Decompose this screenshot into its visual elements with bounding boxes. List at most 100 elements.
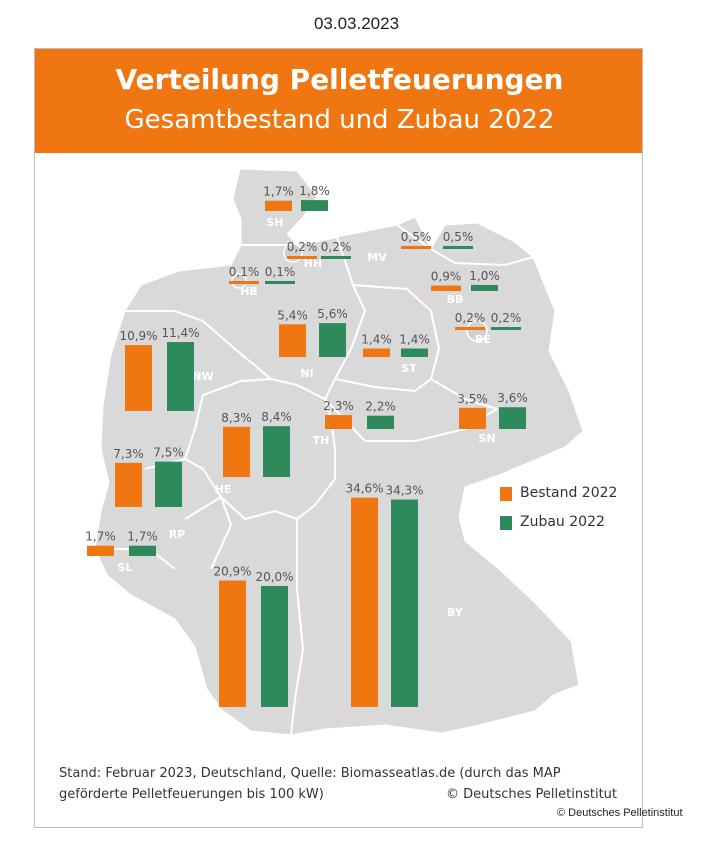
value-label-mv-zubau: 0,5% bbox=[443, 230, 474, 244]
value-label-st-bestand: 1,4% bbox=[361, 333, 392, 347]
border-rp-bw bbox=[184, 495, 233, 570]
value-label-hh-bestand: 0,2% bbox=[287, 240, 318, 254]
state-label-he: HE bbox=[215, 483, 232, 496]
bar-hb-bestand bbox=[229, 281, 259, 284]
infographic-card: Verteilung Pelletfeuerungen Gesamtbestan… bbox=[34, 48, 643, 828]
bar-th-zubau bbox=[367, 415, 394, 429]
bar-hh-zubau bbox=[321, 256, 351, 259]
bar-rp-zubau bbox=[155, 461, 182, 507]
state-label-th: TH bbox=[313, 434, 330, 447]
bar-ni-bestand bbox=[279, 324, 306, 357]
value-label-sn-zubau: 3,6% bbox=[497, 391, 528, 405]
title-banner: Verteilung Pelletfeuerungen Gesamtbestan… bbox=[35, 49, 642, 153]
bar-sl-zubau bbox=[129, 545, 156, 556]
bar-bw-bestand bbox=[219, 580, 246, 707]
value-label-sl-zubau: 1,7% bbox=[127, 530, 158, 544]
value-label-by-bestand: 34,6% bbox=[345, 482, 383, 496]
bar-th-bestand bbox=[325, 415, 352, 429]
footer-copyright: © Deutsches Pelletinstitut bbox=[446, 787, 617, 802]
value-label-bb-zubau: 1,0% bbox=[469, 269, 500, 283]
state-label-hh: HH bbox=[304, 257, 322, 270]
bar-be-bestand bbox=[455, 327, 485, 330]
bar-hb-zubau bbox=[265, 281, 295, 284]
date-label: 03.03.2023 bbox=[313, 14, 400, 33]
value-label-sh-bestand: 1,7% bbox=[263, 185, 294, 199]
state-labels: SH HH MV HB BB BE NI ST NW HE TH SN RP SL BW BY bbox=[118, 216, 496, 658]
value-label-nw-bestand: 10,9% bbox=[119, 329, 157, 343]
value-label-nw-zubau: 11,4% bbox=[161, 326, 199, 340]
legend-swatch-zubau bbox=[500, 516, 512, 530]
border-sh-ni bbox=[241, 236, 338, 246]
bar-he-zubau bbox=[263, 426, 290, 477]
bar-nw-bestand bbox=[125, 345, 152, 411]
value-label-hh-zubau: 0,2% bbox=[321, 240, 352, 254]
bar-sn-zubau bbox=[499, 407, 526, 429]
footer-note: Stand: Februar 2023, Deutschland, Quelle… bbox=[59, 763, 629, 805]
state-label-mv: MV bbox=[367, 251, 387, 264]
image-credit: © Deutsches Pelletinstitut bbox=[557, 807, 683, 819]
value-label-mv-bestand: 0,5% bbox=[401, 230, 432, 244]
value-label-th-bestand: 2,3% bbox=[323, 399, 354, 413]
bar-ni-zubau bbox=[319, 323, 346, 357]
legend-swatch-bestand bbox=[500, 487, 512, 501]
border-ni-st bbox=[334, 236, 367, 380]
bar-by-bestand bbox=[351, 497, 378, 707]
state-label-be: BE bbox=[475, 333, 491, 346]
bar-be-zubau bbox=[491, 327, 521, 330]
bar-bb-bestand bbox=[431, 285, 461, 291]
border-he-th bbox=[202, 377, 336, 401]
value-label-be-bestand: 0,2% bbox=[455, 311, 486, 325]
chart-bars bbox=[87, 200, 526, 707]
footer-line-2: geförderte Pelletfeuerungen bis 100 kW) bbox=[59, 787, 324, 802]
value-label-be-zubau: 0,2% bbox=[491, 311, 522, 325]
value-label-ni-zubau: 5,6% bbox=[317, 307, 348, 321]
bar-st-zubau bbox=[401, 348, 428, 357]
value-label-rp-zubau: 7,5% bbox=[153, 446, 184, 460]
state-label-hb: HB bbox=[240, 285, 258, 298]
border-mv-bb bbox=[396, 224, 534, 267]
state-label-nw: NW bbox=[192, 370, 213, 383]
footer-line-1: Stand: Februar 2023, Deutschland, Quelle… bbox=[59, 766, 561, 781]
state-label-bw: BW bbox=[169, 645, 189, 658]
border-st-bb bbox=[352, 284, 441, 380]
state-label-st: ST bbox=[401, 362, 417, 375]
value-label-bw-bestand: 20,9% bbox=[213, 565, 251, 579]
state-label-ni: NI bbox=[300, 367, 313, 380]
state-label-sn: SN bbox=[478, 432, 495, 445]
value-label-he-zubau: 8,4% bbox=[261, 410, 292, 424]
value-label-hb-bestand: 0,1% bbox=[229, 265, 260, 279]
bar-rp-bestand bbox=[115, 462, 142, 507]
germany-map: SH HH MV HB BB BE NI ST NW HE TH SN RP SL BW BY 1,7% 1,8… bbox=[85, 168, 584, 736]
bar-sh-zubau bbox=[301, 200, 328, 211]
legend-label-zubau: Zubau 2022 bbox=[520, 514, 605, 530]
border-bw-by bbox=[290, 519, 305, 736]
value-label-sl-bestand: 1,7% bbox=[85, 530, 116, 544]
state-shape-be bbox=[466, 320, 488, 342]
state-label-bb: BB bbox=[447, 293, 464, 306]
state-label-sh: SH bbox=[266, 216, 283, 229]
chart-value-labels: 1,7% 1,8%0,2% 0,2%0,5% 0,5%0,1% 0,1% 0,9% 1,0%… bbox=[85, 184, 528, 584]
value-label-st-zubau: 1,4% bbox=[399, 333, 430, 347]
bar-bw-zubau bbox=[261, 586, 288, 707]
value-label-bb-bestand: 0,9% bbox=[431, 270, 462, 284]
state-label-sl: SL bbox=[118, 561, 133, 574]
bar-bb-zubau bbox=[471, 284, 498, 291]
bar-hh-bestand bbox=[287, 256, 317, 259]
bar-st-bestand bbox=[363, 348, 390, 357]
state-label-by: BY bbox=[447, 606, 464, 619]
bar-mv-bestand bbox=[401, 245, 431, 249]
border-ni-nw bbox=[125, 310, 272, 380]
bar-by-zubau bbox=[391, 499, 418, 707]
value-label-bw-zubau: 20,0% bbox=[255, 570, 293, 584]
bar-sl-bestand bbox=[87, 545, 114, 556]
legend-label-bestand: Bestand 2022 bbox=[520, 485, 618, 501]
value-label-rp-bestand: 7,3% bbox=[113, 447, 144, 461]
border-th-sn bbox=[334, 377, 498, 410]
value-label-sh-zubau: 1,8% bbox=[299, 184, 330, 198]
value-label-hb-zubau: 0,1% bbox=[265, 265, 296, 279]
map-outline bbox=[94, 168, 584, 736]
value-label-by-zubau: 34,3% bbox=[385, 483, 423, 497]
state-label-rp: RP bbox=[169, 528, 186, 541]
value-label-ni-bestand: 5,4% bbox=[277, 308, 308, 322]
title-line-2: Gesamtbestand und Zubau 2022 bbox=[124, 105, 555, 135]
